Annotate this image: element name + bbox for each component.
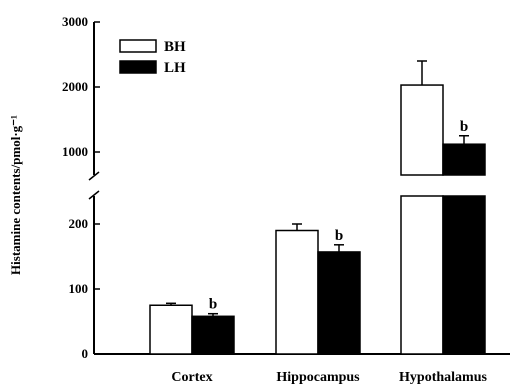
bar-bh bbox=[400, 195, 444, 355]
bars: b b b bbox=[149, 60, 486, 355]
x-category-label: Cortex bbox=[171, 370, 212, 385]
y-tick-label: 100 bbox=[69, 281, 89, 296]
legend: BH LH bbox=[119, 39, 186, 76]
legend-swatch-lh bbox=[119, 60, 157, 74]
bar-bh bbox=[400, 84, 444, 176]
axis-break-mark bbox=[88, 171, 100, 181]
axis-break-mark bbox=[88, 190, 100, 200]
significance-label: b bbox=[460, 119, 468, 135]
y-axis-title: Histamine contents/pmol·g⁻¹ bbox=[8, 115, 23, 275]
significance-label: b bbox=[209, 297, 217, 313]
bar-lh bbox=[442, 143, 486, 176]
y-tick-label: 3000 bbox=[62, 14, 88, 29]
y-axis: 0 100 200 1000 2000 3000 bbox=[62, 14, 100, 361]
bar-lh bbox=[317, 251, 361, 355]
y-tick-label: 0 bbox=[82, 346, 89, 361]
significance-label: b bbox=[335, 228, 343, 244]
y-tick-label: 1000 bbox=[62, 144, 88, 159]
x-category-label: Hypothalamus bbox=[399, 370, 487, 385]
legend-label-bh: BH bbox=[164, 39, 186, 55]
x-axis: Cortex Hippocampus Hypothalamus bbox=[94, 353, 510, 385]
y-tick-label: 2000 bbox=[62, 79, 88, 94]
x-category-label: Hippocampus bbox=[276, 370, 360, 385]
legend-label-lh: LH bbox=[164, 60, 186, 76]
bar-bh bbox=[275, 229, 319, 355]
y-tick-label: 200 bbox=[69, 216, 89, 231]
bar-lh bbox=[191, 315, 235, 355]
bar-lh bbox=[442, 195, 486, 355]
bar-bh bbox=[149, 304, 193, 355]
legend-swatch-bh bbox=[119, 39, 157, 53]
